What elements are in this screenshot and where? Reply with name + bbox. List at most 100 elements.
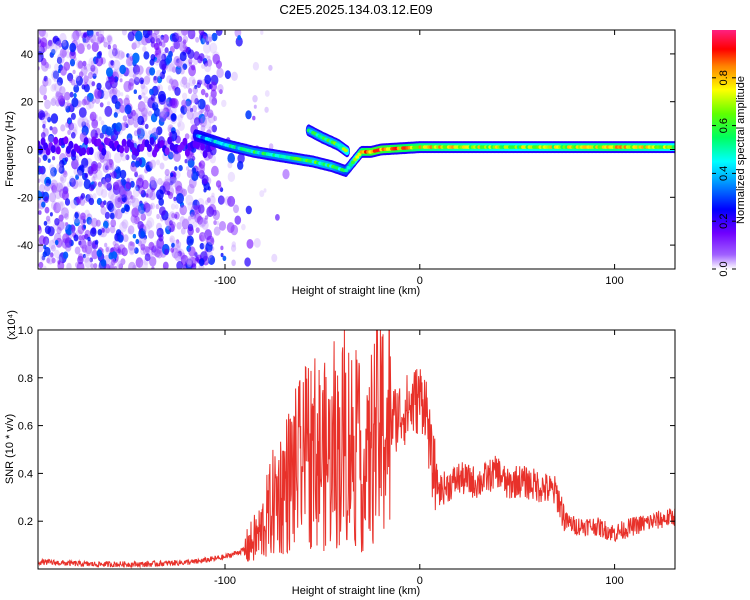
noise-mark xyxy=(120,152,127,162)
noise-mark xyxy=(253,238,261,248)
noise-mark xyxy=(165,98,170,105)
noise-mark xyxy=(149,159,157,170)
noise-mark xyxy=(198,78,202,84)
noise-mark xyxy=(42,154,48,161)
noise-mark xyxy=(100,259,107,267)
noise-mark xyxy=(201,63,205,69)
noise-mark xyxy=(71,97,79,108)
y-tick-label: -40 xyxy=(17,240,33,252)
noise-mark xyxy=(38,30,46,37)
noise-mark xyxy=(180,105,188,115)
noise-mark xyxy=(187,201,194,211)
noise-mark xyxy=(117,197,121,203)
trace-core xyxy=(353,157,358,162)
noise-mark xyxy=(59,48,67,59)
noise-mark xyxy=(69,78,73,84)
colorbar-tick-label: 0.8 xyxy=(718,70,730,85)
noise-mark xyxy=(121,207,126,214)
noise-mark xyxy=(48,239,56,250)
noise-mark xyxy=(55,91,60,98)
noise-mark xyxy=(101,36,106,43)
noise-mark xyxy=(198,204,205,214)
noise-mark xyxy=(133,120,139,128)
noise-mark xyxy=(151,127,159,137)
noise-mark xyxy=(97,33,105,44)
noise-mark xyxy=(187,256,195,266)
noise-mark xyxy=(134,160,140,168)
noise-mark xyxy=(83,165,89,173)
noise-mark xyxy=(75,30,82,37)
noise-mark xyxy=(154,59,160,66)
noise-mark xyxy=(188,76,196,87)
noise-mark xyxy=(90,64,96,72)
noise-mark xyxy=(203,42,211,54)
snr-multiplier: (x10⁴) xyxy=(6,310,18,340)
y-tick-label: -20 xyxy=(17,192,33,204)
noise-mark xyxy=(47,39,53,47)
noise-band-mark xyxy=(81,147,87,156)
noise-mark xyxy=(138,94,142,100)
noise-mark xyxy=(65,224,73,236)
noise-mark xyxy=(96,82,102,91)
noise-mark xyxy=(64,198,71,206)
noise-mark xyxy=(136,65,144,75)
noise-mark xyxy=(118,187,127,199)
noise-mark xyxy=(55,91,62,100)
noise-mark xyxy=(97,30,105,38)
noise-mark xyxy=(153,96,160,105)
noise-mark xyxy=(164,248,169,256)
noise-mark xyxy=(89,34,97,44)
noise-mark xyxy=(137,221,144,230)
noise-mark xyxy=(106,183,112,191)
noise-mark xyxy=(46,43,51,50)
noise-mark xyxy=(124,104,132,115)
noise-mark xyxy=(125,181,132,190)
noise-mark xyxy=(49,212,53,217)
noise-mark xyxy=(173,151,181,162)
noise-mark xyxy=(178,165,183,172)
noise-mark xyxy=(97,162,102,169)
noise-mark xyxy=(55,201,64,212)
noise-mark xyxy=(127,241,135,251)
noise-mark xyxy=(143,202,151,213)
noise-mark xyxy=(209,93,217,105)
noise-mark xyxy=(70,112,76,120)
noise-mark xyxy=(152,75,159,84)
noise-mark xyxy=(177,59,183,68)
noise-mark xyxy=(85,63,92,72)
noise-mark xyxy=(82,219,86,224)
noise-mark xyxy=(146,217,155,228)
noise-mark xyxy=(90,129,98,140)
noise-mark xyxy=(120,92,124,97)
noise-mark xyxy=(59,32,67,44)
noise-mark xyxy=(123,121,128,128)
noise-mark xyxy=(92,73,97,79)
noise-mark xyxy=(49,171,55,179)
noise-mark xyxy=(143,51,150,60)
noise-mark xyxy=(190,93,198,104)
noise-mark xyxy=(222,255,227,261)
noise-mark xyxy=(123,234,129,243)
noise-mark xyxy=(145,207,152,217)
noise-mark xyxy=(117,50,125,60)
noise-mark xyxy=(44,246,51,257)
noise-mark xyxy=(83,65,87,70)
noise-mark xyxy=(106,200,114,211)
noise-mark xyxy=(199,219,206,229)
noise-mark xyxy=(200,115,207,125)
noise-mark xyxy=(89,257,93,263)
noise-mark xyxy=(149,204,153,210)
noise-mark xyxy=(52,183,60,193)
noise-mark xyxy=(145,246,150,253)
noise-mark xyxy=(98,116,102,122)
noise-mark xyxy=(82,116,89,126)
noise-band-mark xyxy=(121,138,127,147)
noise-mark xyxy=(65,105,71,113)
trace-core xyxy=(348,163,353,167)
noise-mark xyxy=(104,211,110,219)
noise-band-mark xyxy=(119,145,125,154)
noise-mark xyxy=(105,227,110,234)
noise-mark xyxy=(237,160,244,170)
noise-mark xyxy=(82,36,91,47)
noise-mark xyxy=(188,215,192,221)
